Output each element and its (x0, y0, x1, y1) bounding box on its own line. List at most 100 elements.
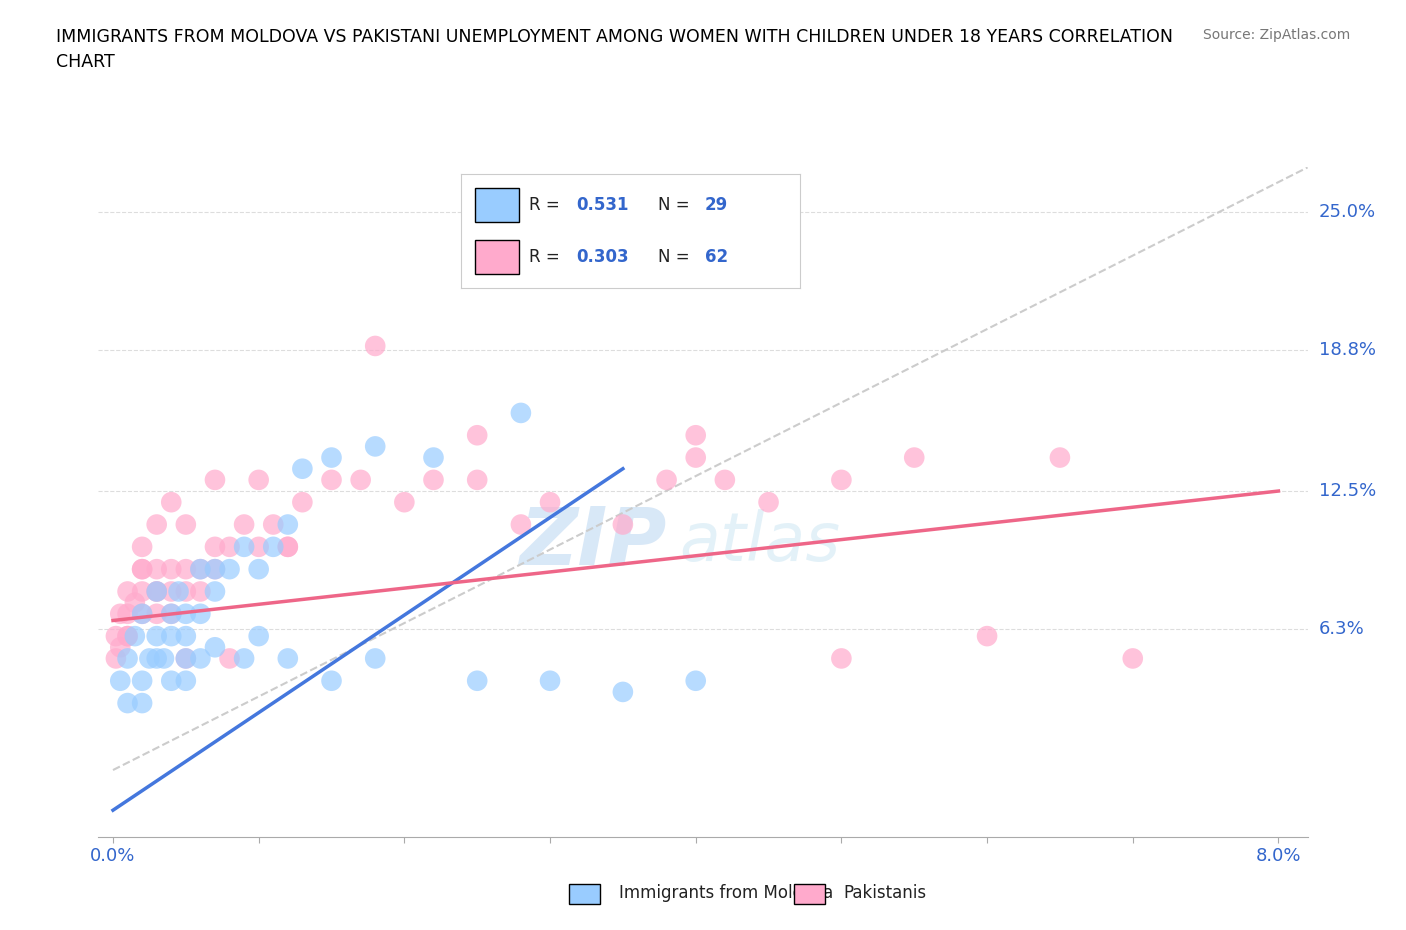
Point (160, 606, 183, 621)
Point (204, 539, 226, 554)
Point (976, 629, 998, 644)
Point (233, 517, 256, 532)
Point (117, 629, 139, 644)
Point (218, 539, 240, 554)
Point (174, 584, 197, 599)
Point (509, 517, 531, 532)
Point (160, 606, 183, 621)
Point (1049, 450, 1071, 465)
Point (131, 606, 153, 621)
Point (612, 517, 634, 532)
Point (509, 405, 531, 420)
Point (117, 651, 139, 666)
Text: 6.3%: 6.3% (1319, 620, 1364, 638)
Point (204, 640, 226, 655)
Point (655, 472, 678, 487)
Point (247, 562, 270, 577)
Point (131, 673, 153, 688)
Point (145, 562, 167, 577)
Point (117, 606, 139, 621)
Text: Immigrants from Moldova: Immigrants from Moldova (619, 884, 832, 902)
Text: Pakistanis: Pakistanis (844, 884, 927, 902)
Point (394, 495, 416, 510)
Point (247, 629, 270, 644)
Point (538, 673, 561, 688)
Text: ZIP: ZIP (519, 503, 666, 581)
Point (204, 472, 226, 487)
Point (117, 584, 139, 599)
Point (160, 562, 183, 577)
Point (903, 450, 925, 465)
Point (131, 696, 153, 711)
Point (291, 461, 314, 476)
Point (465, 428, 488, 443)
Point (277, 539, 299, 554)
Point (538, 495, 561, 510)
Text: Source: ZipAtlas.com: Source: ZipAtlas.com (1202, 28, 1350, 42)
Point (422, 472, 444, 487)
Point (145, 606, 167, 621)
Point (685, 450, 707, 465)
Point (685, 428, 707, 443)
Point (131, 584, 153, 599)
Point (167, 584, 190, 599)
Point (364, 651, 387, 666)
Point (174, 562, 197, 577)
Point (1122, 651, 1144, 666)
Point (174, 517, 197, 532)
Point (190, 651, 212, 666)
Point (145, 584, 167, 599)
Point (218, 651, 240, 666)
Point (124, 595, 146, 610)
Point (830, 651, 852, 666)
Point (612, 684, 634, 699)
Point (131, 606, 153, 621)
Point (174, 673, 197, 688)
Point (117, 696, 139, 711)
Point (138, 651, 160, 666)
Point (685, 673, 707, 688)
Point (174, 651, 197, 666)
Point (714, 472, 737, 487)
Point (145, 584, 167, 599)
Point (124, 629, 146, 644)
Point (204, 562, 226, 577)
Point (174, 629, 197, 644)
Point (321, 673, 343, 688)
Text: IMMIGRANTS FROM MOLDOVA VS PAKISTANI UNEMPLOYMENT AMONG WOMEN WITH CHILDREN UNDE: IMMIGRANTS FROM MOLDOVA VS PAKISTANI UNE… (56, 28, 1173, 71)
Point (321, 472, 343, 487)
Point (277, 651, 299, 666)
Point (117, 629, 139, 644)
Point (830, 472, 852, 487)
Point (131, 539, 153, 554)
Point (233, 539, 256, 554)
Point (145, 651, 167, 666)
Point (145, 629, 167, 644)
Point (190, 562, 212, 577)
Point (204, 584, 226, 599)
Point (160, 629, 183, 644)
Point (465, 673, 488, 688)
Point (160, 584, 183, 599)
Point (145, 584, 167, 599)
Point (110, 673, 132, 688)
Point (291, 495, 314, 510)
Point (110, 606, 132, 621)
Point (247, 472, 270, 487)
Point (247, 539, 270, 554)
Point (277, 539, 299, 554)
Text: 18.8%: 18.8% (1319, 341, 1375, 359)
Point (160, 495, 183, 510)
Point (364, 339, 387, 353)
Point (321, 450, 343, 465)
Point (160, 673, 183, 688)
Point (758, 495, 780, 510)
Point (465, 472, 488, 487)
Point (350, 472, 373, 487)
Point (218, 562, 240, 577)
Text: atlas: atlas (679, 510, 839, 576)
Point (277, 517, 299, 532)
Point (190, 584, 212, 599)
Point (364, 439, 387, 454)
Point (204, 562, 226, 577)
